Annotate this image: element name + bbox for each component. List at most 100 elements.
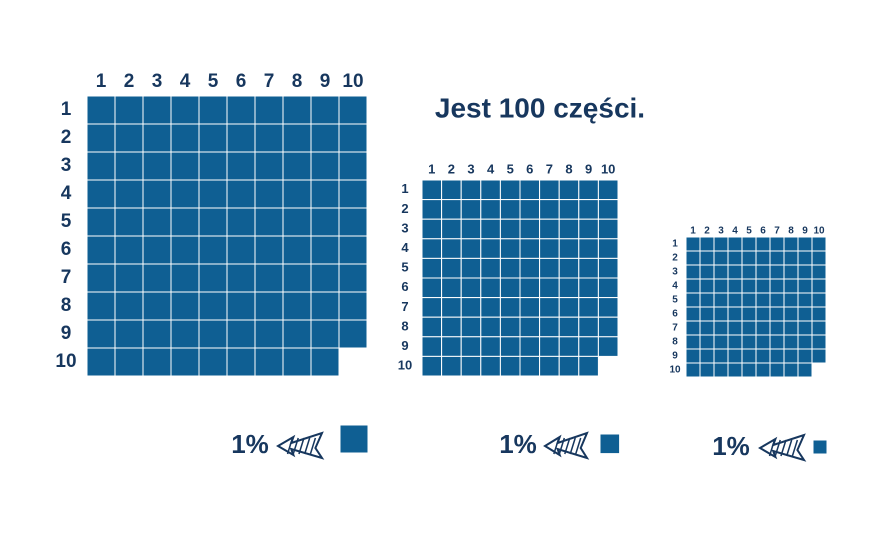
grid-cell bbox=[699, 292, 715, 308]
grid-cell bbox=[713, 320, 729, 336]
grid-cell bbox=[310, 123, 340, 153]
grid-cell bbox=[741, 292, 757, 308]
grid-cell bbox=[338, 151, 368, 181]
grid-cell bbox=[460, 355, 482, 377]
grid-cell bbox=[142, 95, 172, 125]
column-label: 6 bbox=[760, 226, 766, 237]
grid-cell bbox=[421, 238, 443, 259]
grid-cell bbox=[769, 278, 785, 294]
grid-cell bbox=[310, 319, 340, 349]
arrow-stripe bbox=[768, 439, 776, 457]
percent-label: 1% bbox=[231, 429, 269, 459]
grid-cell bbox=[226, 179, 256, 209]
grid-cell bbox=[685, 362, 701, 378]
grid-cell bbox=[460, 257, 482, 279]
grid-cell bbox=[480, 297, 501, 318]
grid-cell bbox=[198, 151, 228, 181]
grid-cell bbox=[783, 306, 799, 322]
grid-cell bbox=[519, 199, 541, 220]
percent-label: 1% bbox=[712, 431, 750, 461]
grid-cell bbox=[755, 278, 771, 294]
grid-cell bbox=[797, 306, 813, 322]
row-label: 9 bbox=[401, 338, 408, 353]
grid-cell bbox=[783, 334, 799, 350]
column-label: 8 bbox=[788, 226, 794, 237]
grid-cell bbox=[421, 355, 443, 377]
grid-cell bbox=[558, 336, 580, 357]
grid-cell bbox=[142, 235, 172, 265]
grid-cell bbox=[441, 277, 462, 299]
grid-cell bbox=[310, 207, 340, 237]
grid-cell bbox=[170, 235, 200, 265]
grid-cell bbox=[480, 199, 501, 220]
grid-cell bbox=[769, 362, 785, 378]
grid-cell bbox=[685, 320, 701, 336]
grid-cell bbox=[421, 218, 443, 240]
grid-cell bbox=[755, 362, 771, 378]
grid-cell bbox=[421, 277, 443, 299]
row-label: 5 bbox=[401, 260, 408, 275]
grid-cell bbox=[699, 236, 715, 252]
grid-cell bbox=[539, 277, 560, 299]
grid-cell bbox=[254, 319, 284, 349]
grid-cell bbox=[797, 362, 813, 378]
grid-cell bbox=[282, 151, 312, 181]
grid-cell bbox=[558, 238, 580, 259]
grid-cell bbox=[142, 319, 172, 349]
row-label: 8 bbox=[401, 318, 408, 333]
column-label: 7 bbox=[774, 226, 780, 237]
grid-cell bbox=[558, 218, 580, 240]
grid-cell bbox=[713, 250, 729, 266]
grid-cell bbox=[578, 297, 599, 318]
grid-cell bbox=[727, 320, 743, 336]
grid-cell bbox=[519, 297, 541, 318]
grid-cell bbox=[254, 95, 284, 125]
row-label: 2 bbox=[61, 127, 72, 148]
grid-cell bbox=[741, 264, 757, 280]
column-label: 8 bbox=[292, 71, 303, 92]
one-percent-square bbox=[599, 433, 621, 455]
grid-cell bbox=[578, 179, 599, 201]
grid-cell bbox=[499, 297, 521, 318]
grid-cell bbox=[685, 306, 701, 322]
grid-cell bbox=[338, 123, 368, 153]
grid-cell bbox=[769, 250, 785, 266]
grid-cell bbox=[86, 207, 116, 237]
grid-cell bbox=[713, 264, 729, 280]
grid-cell bbox=[755, 334, 771, 350]
grid-cell bbox=[578, 238, 599, 259]
grid-cell bbox=[226, 207, 256, 237]
grid-cell bbox=[282, 179, 312, 209]
column-label: 2 bbox=[448, 161, 455, 176]
grid-cell bbox=[310, 347, 340, 377]
grid-cell bbox=[499, 218, 521, 240]
grid-cell bbox=[685, 264, 701, 280]
grid-cell bbox=[441, 218, 462, 240]
grid-cell bbox=[460, 297, 482, 318]
column-label: 8 bbox=[565, 161, 572, 176]
grid-cell bbox=[797, 250, 813, 266]
grid-cell bbox=[811, 292, 827, 308]
grid-cell bbox=[685, 292, 701, 308]
grid-cell bbox=[441, 257, 462, 279]
grid-cell bbox=[741, 348, 757, 364]
grid-cell bbox=[755, 250, 771, 266]
grid-cell bbox=[226, 95, 256, 125]
column-label: 7 bbox=[264, 71, 275, 92]
grid-cell bbox=[86, 179, 116, 209]
row-label: 9 bbox=[61, 323, 72, 344]
grid-cell bbox=[114, 291, 144, 321]
grid-cell bbox=[699, 320, 715, 336]
grid-cell bbox=[699, 306, 715, 322]
grid-cell bbox=[114, 123, 144, 153]
grid-cell bbox=[170, 319, 200, 349]
grid-cell bbox=[539, 218, 560, 240]
grid-cell bbox=[558, 297, 580, 318]
grid-cell bbox=[741, 334, 757, 350]
grid-cell bbox=[539, 316, 560, 338]
grid-cell bbox=[421, 179, 443, 201]
grid-cell bbox=[198, 347, 228, 377]
grid-cell bbox=[170, 151, 200, 181]
grid-cell bbox=[769, 236, 785, 252]
